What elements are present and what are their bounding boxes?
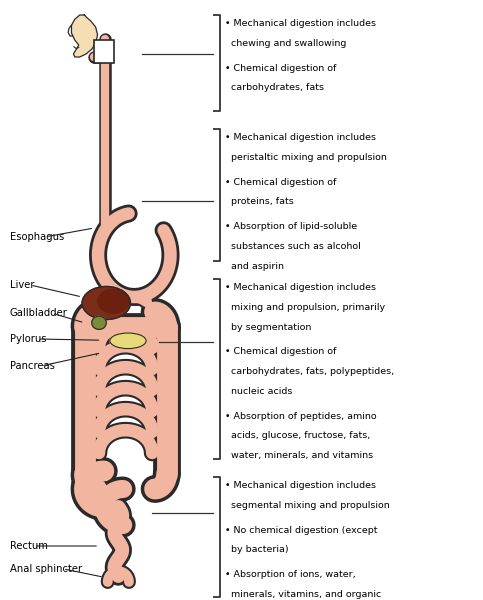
Text: • Absorption of lipid-soluble: • Absorption of lipid-soluble — [225, 222, 357, 231]
Text: nucleic acids: nucleic acids — [225, 387, 292, 396]
Text: Gallbladder: Gallbladder — [10, 308, 68, 318]
Text: acids, glucose, fructose, fats,: acids, glucose, fructose, fats, — [225, 431, 370, 440]
Text: Anal sphincter: Anal sphincter — [10, 564, 82, 574]
Polygon shape — [71, 15, 98, 57]
Text: • Mechanical digestion includes: • Mechanical digestion includes — [225, 19, 376, 28]
Ellipse shape — [92, 316, 106, 329]
Text: water, minerals, and vitamins: water, minerals, and vitamins — [225, 451, 373, 460]
Text: proteins, fats: proteins, fats — [225, 197, 293, 206]
Text: Pancreas: Pancreas — [10, 361, 55, 371]
Text: • No chemical digestion (except: • No chemical digestion (except — [225, 526, 377, 535]
Text: Rectum: Rectum — [10, 541, 47, 551]
Text: • Absorption of ions, water,: • Absorption of ions, water, — [225, 570, 355, 579]
Text: • Mechanical digestion includes: • Mechanical digestion includes — [225, 283, 376, 292]
Ellipse shape — [110, 333, 146, 349]
Text: Esophagus: Esophagus — [10, 232, 64, 242]
Text: carbohydrates, fats, polypeptides,: carbohydrates, fats, polypeptides, — [225, 367, 394, 376]
Text: segmental mixing and propulsion: segmental mixing and propulsion — [225, 501, 389, 510]
Ellipse shape — [82, 286, 130, 319]
Text: • Chemical digestion of: • Chemical digestion of — [225, 347, 336, 356]
Text: • Chemical digestion of: • Chemical digestion of — [225, 64, 336, 73]
FancyBboxPatch shape — [94, 40, 114, 63]
Text: Liver: Liver — [10, 280, 34, 290]
Text: carbohydrates, fats: carbohydrates, fats — [225, 83, 324, 92]
Text: • Mechanical digestion includes: • Mechanical digestion includes — [225, 133, 376, 142]
Text: substances such as alcohol: substances such as alcohol — [225, 242, 360, 251]
Text: and aspirin: and aspirin — [225, 262, 284, 271]
Text: by bacteria): by bacteria) — [225, 545, 288, 554]
Text: peristaltic mixing and propulsion: peristaltic mixing and propulsion — [225, 153, 386, 162]
Text: • Absorption of peptides, amino: • Absorption of peptides, amino — [225, 412, 376, 421]
Text: mixing and propulsion, primarily: mixing and propulsion, primarily — [225, 303, 385, 312]
Text: • Chemical digestion of: • Chemical digestion of — [225, 178, 336, 187]
Ellipse shape — [98, 289, 129, 313]
Text: by segmentation: by segmentation — [225, 323, 311, 332]
Text: chewing and swallowing: chewing and swallowing — [225, 39, 346, 48]
Text: • Mechanical digestion includes: • Mechanical digestion includes — [225, 481, 376, 490]
Text: Pylorus: Pylorus — [10, 334, 46, 344]
Text: minerals, vitamins, and organic: minerals, vitamins, and organic — [225, 590, 381, 599]
